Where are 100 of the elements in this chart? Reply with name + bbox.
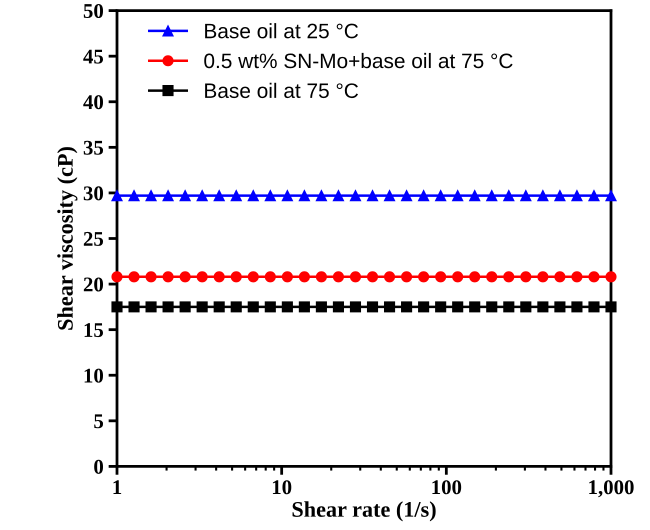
point (452, 271, 464, 282)
x-tick-label: 1 (113, 480, 122, 494)
point (350, 301, 362, 312)
point (196, 190, 208, 202)
point (486, 271, 498, 282)
point (180, 271, 191, 282)
point (230, 301, 242, 312)
y-tick-label: 30 (84, 186, 104, 200)
point (537, 301, 548, 312)
point (537, 190, 548, 202)
point (384, 301, 396, 312)
point (350, 271, 362, 282)
legend-label: Base oil at 25 °C (205, 23, 358, 38)
point (332, 301, 344, 312)
point (146, 271, 157, 282)
point (571, 190, 582, 202)
point (486, 301, 498, 312)
x-tick-label: 1,000 (589, 480, 634, 498)
point (571, 271, 582, 282)
point (248, 190, 259, 202)
point (435, 190, 446, 202)
point (196, 271, 208, 282)
point (588, 301, 600, 312)
point (264, 271, 276, 282)
point (146, 190, 157, 202)
point (605, 301, 617, 312)
y-axis-title: Shear viscosity (cP) (57, 147, 78, 330)
x-tick-label: 10 (272, 480, 292, 494)
y-tick-label: 5 (94, 414, 104, 428)
point (605, 190, 617, 202)
point (162, 301, 174, 312)
point (316, 271, 327, 282)
point (418, 301, 430, 312)
point (214, 301, 225, 312)
y-tick-label: 0 (94, 460, 104, 474)
point (366, 301, 378, 312)
legend-label: Base oil at 75 °C (205, 82, 358, 98)
point (111, 301, 123, 312)
point (282, 301, 293, 312)
point (384, 271, 396, 282)
point (503, 301, 514, 312)
point (452, 190, 464, 202)
point (503, 271, 514, 282)
y-tick-label: 20 (84, 277, 104, 292)
point (486, 190, 498, 202)
y-tick-label: 40 (83, 95, 104, 110)
point (128, 190, 140, 202)
point (298, 271, 310, 282)
point (571, 301, 582, 312)
y-tick-label: 10 (84, 368, 104, 383)
point (298, 190, 310, 202)
y-tick-label: 25 (84, 232, 104, 246)
point (401, 271, 412, 282)
point (162, 190, 174, 202)
point (282, 190, 293, 202)
point (146, 301, 157, 312)
legend-label: 0.5 wt% SN-Mo+base oil at 75 °C (204, 52, 513, 68)
point (248, 271, 259, 282)
point (366, 271, 378, 282)
point (230, 190, 242, 202)
point (180, 301, 191, 312)
y-tick-label: 45 (83, 50, 104, 64)
point (418, 190, 430, 202)
point (588, 271, 600, 282)
point (554, 271, 566, 282)
point (248, 301, 259, 312)
point (469, 190, 480, 202)
point (316, 301, 327, 312)
point (554, 301, 566, 312)
point (350, 190, 362, 202)
point (111, 190, 123, 202)
point (128, 271, 140, 282)
point (503, 190, 514, 202)
point (128, 301, 140, 312)
point (537, 271, 548, 282)
point (316, 190, 327, 202)
point (230, 271, 242, 282)
point (282, 271, 293, 282)
point (435, 271, 446, 282)
y-tick-label: 35 (84, 140, 104, 155)
point (196, 301, 208, 312)
point (298, 301, 310, 312)
point (588, 190, 600, 202)
y-tick-label: 15 (84, 323, 104, 338)
point (180, 190, 191, 202)
point (384, 190, 396, 202)
point (418, 271, 430, 282)
point (469, 301, 480, 312)
point (332, 271, 344, 282)
point (401, 301, 412, 312)
point (401, 190, 412, 202)
x-axis-title: Shear rate (1/s) (292, 501, 436, 522)
point (469, 271, 480, 282)
point (162, 271, 174, 282)
point (520, 271, 532, 282)
point (452, 301, 464, 312)
point (520, 301, 532, 312)
x-tick-label: 100 (432, 480, 462, 494)
point (332, 190, 344, 202)
point (111, 271, 123, 282)
